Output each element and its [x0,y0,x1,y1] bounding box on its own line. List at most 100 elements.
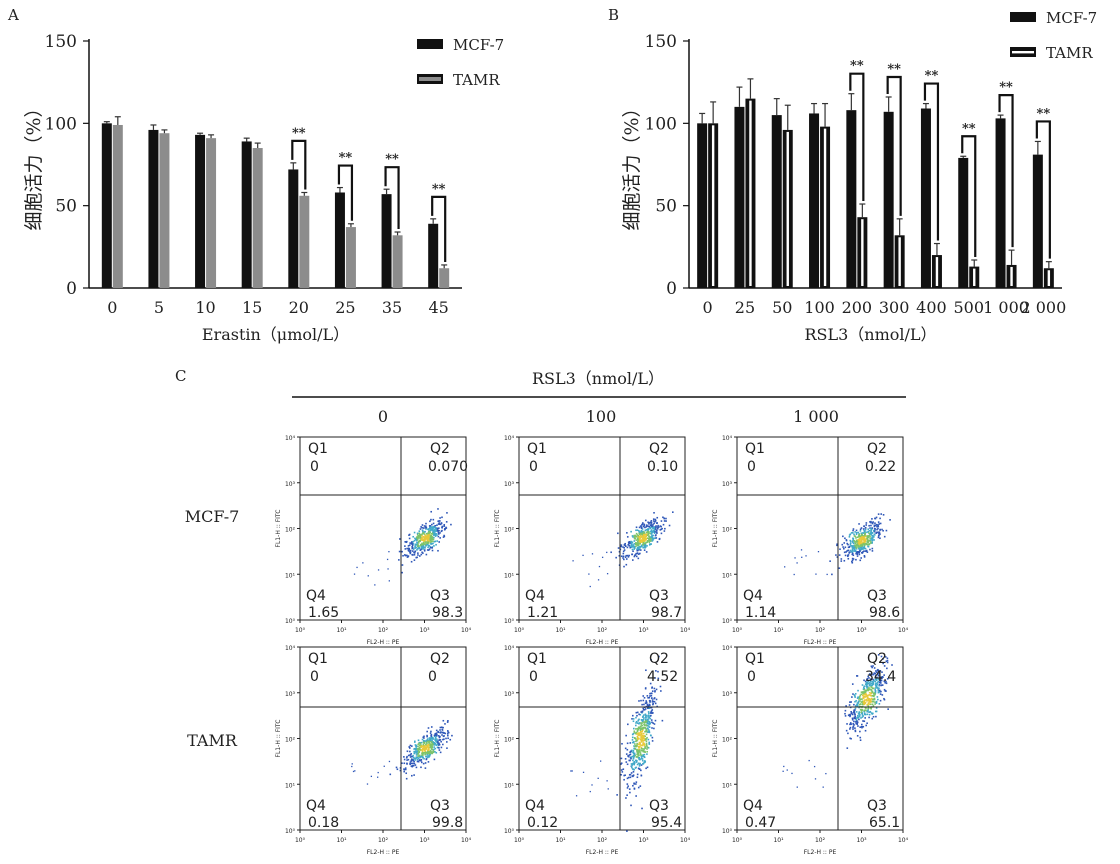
dot [418,759,421,761]
dot [872,715,875,718]
dot [852,554,855,557]
legend-swatch-highlight [1012,51,1034,54]
dot [877,536,880,539]
dot [626,554,629,557]
dot [849,533,852,536]
dot [859,550,861,552]
dot [418,533,421,536]
y-tick-label: 10² [722,737,733,744]
dot [631,559,634,561]
dot [637,546,640,548]
dot [437,531,440,534]
dot [640,722,642,724]
dot [630,545,632,547]
dot [429,749,432,752]
dot [651,537,654,539]
dot [875,523,878,526]
dot [857,542,859,545]
dot [444,732,447,735]
dot [658,655,660,658]
dot [624,556,627,559]
dot [403,756,405,758]
dot [863,544,866,547]
dot [429,754,431,757]
dot [633,768,635,771]
x-tick-label: 10¹ [555,837,566,844]
dot [645,742,648,745]
dot [643,544,645,547]
dot [631,541,634,544]
dot [866,722,868,725]
dot [649,532,651,535]
dot [871,539,874,542]
dot [432,743,434,746]
dot [635,545,637,548]
dot [648,696,651,699]
dot [646,748,648,750]
dot [627,755,630,758]
dot [418,754,421,757]
bar-highlight [973,268,976,286]
dot [626,532,628,534]
dot [873,692,876,695]
dot [876,669,879,672]
dot [646,745,648,748]
dot [652,539,654,541]
dot [633,730,636,733]
dot [648,741,651,744]
dot [852,541,854,544]
dot [640,532,642,535]
q4-label: Q4 [306,588,326,604]
dot [635,745,638,748]
dot [864,533,866,536]
dot [782,770,784,772]
dot [882,514,885,516]
q3-value: 99.8 [432,815,463,831]
dot [428,744,431,747]
dot [425,526,428,529]
dot [635,535,638,538]
dot [863,542,865,545]
dot [630,804,632,807]
dot [857,551,859,554]
dot [863,710,865,713]
dot [634,537,637,540]
dot [851,551,854,554]
dot [428,739,431,742]
dot [863,695,866,698]
dot [427,743,430,746]
dot [626,763,629,766]
dot [644,538,646,540]
dot [413,774,415,776]
dot [632,751,635,753]
dot [856,540,859,542]
dot [647,725,650,727]
dot [632,727,635,730]
dot [858,533,861,536]
header-label: RSL3（nmol/L） [532,369,664,388]
dot [658,537,661,540]
dot [430,743,433,746]
dot [423,745,426,747]
dot [635,529,637,532]
dot [641,759,644,762]
dot [860,536,863,539]
dot [873,525,876,528]
dot [877,513,880,515]
dot [629,776,632,779]
dot [426,730,428,733]
dot [843,547,845,550]
dot [650,532,652,535]
dot [648,525,651,528]
dot [401,762,403,765]
dot [421,533,424,535]
dot [651,534,653,536]
dot [851,683,854,685]
dot [651,532,653,535]
dot [429,538,431,541]
dot [876,676,878,679]
dot [862,697,865,700]
q2-label: Q2 [430,651,450,667]
dot [440,522,443,524]
dot [640,744,642,747]
